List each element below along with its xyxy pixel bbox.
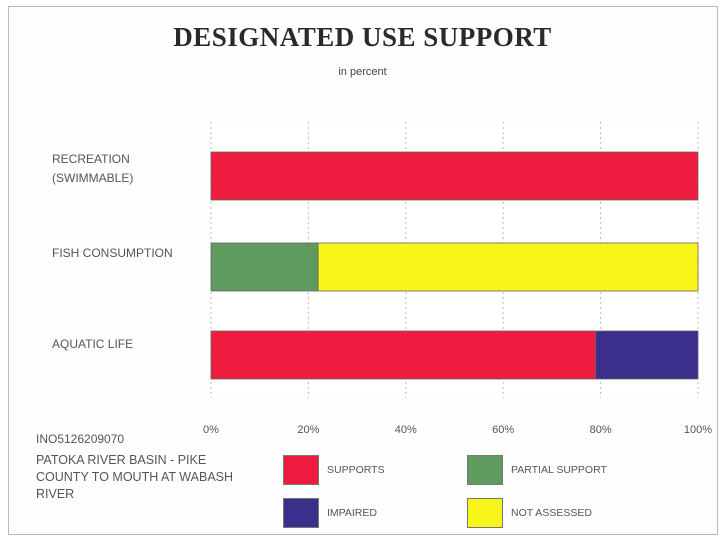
legend-swatch-partial-support xyxy=(467,455,503,485)
bar-segment xyxy=(317,242,699,292)
bar-segment xyxy=(210,151,699,201)
legend-swatch-impaired xyxy=(283,498,319,528)
category-label-aquatic-life: AQUATIC LIFE xyxy=(52,337,134,351)
legend-swatch-not-assessed xyxy=(467,498,503,528)
legend-label-impaired: IMPAIRED xyxy=(327,507,377,519)
x-tick-label: 80% xyxy=(590,424,612,436)
x-tick-label: 0% xyxy=(203,424,219,436)
x-tick-label: 40% xyxy=(395,424,417,436)
bar-segment xyxy=(210,242,319,292)
chart-title: DESIGNATED USE SUPPORT xyxy=(173,22,552,52)
site-id: INO5126209070 xyxy=(36,432,125,446)
chart-subtitle: in percent xyxy=(338,66,387,78)
category-label-recreation: RECREATION (SWIMMABLE) xyxy=(52,152,134,185)
bar-segment xyxy=(210,330,597,380)
category-label-fish-consumption: FISH CONSUMPTION xyxy=(52,246,173,260)
bar-segment xyxy=(595,330,699,380)
legend-item-partial-support: PARTIAL SUPPORT xyxy=(467,455,607,485)
legend-label-supports: SUPPORTS xyxy=(327,464,385,476)
legend-item-not-assessed: NOT ASSESSED xyxy=(467,498,592,528)
legend-swatch-supports xyxy=(283,455,319,485)
legend-item-supports: SUPPORTS xyxy=(283,455,385,485)
x-tick-label: 20% xyxy=(297,424,319,436)
legend-item-impaired: IMPAIRED xyxy=(283,498,377,528)
legend-label-partial-support: PARTIAL SUPPORT xyxy=(511,464,607,476)
legend-label-not-assessed: NOT ASSESSED xyxy=(511,507,592,519)
site-name: PATOKA RIVER BASIN - PIKE COUNTY TO MOUT… xyxy=(36,453,234,501)
x-tick-label: 100% xyxy=(684,424,712,436)
x-tick-label: 60% xyxy=(492,424,514,436)
